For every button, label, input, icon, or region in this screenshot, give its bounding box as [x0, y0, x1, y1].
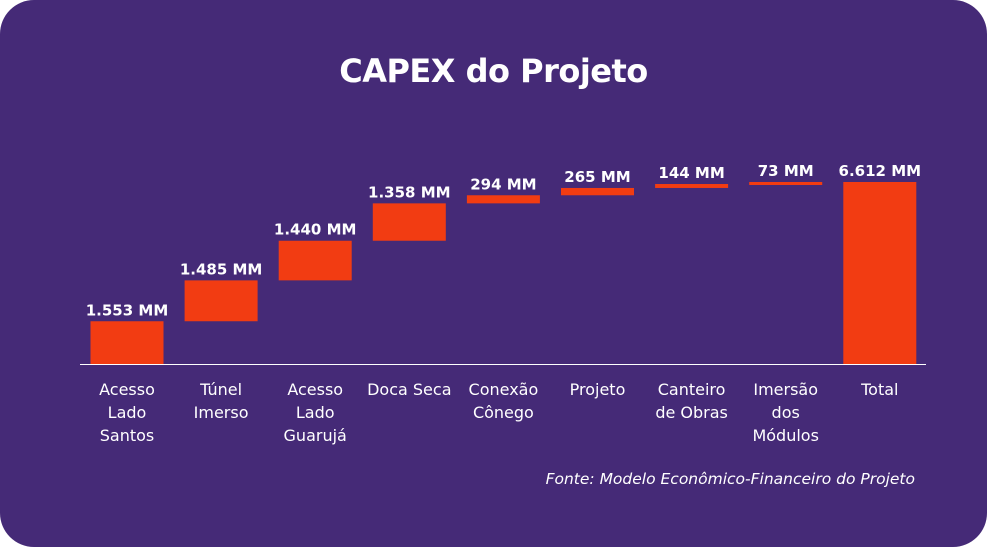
- data-label: 6.612 MM: [839, 162, 922, 180]
- category-label: Doca Seca: [367, 380, 451, 399]
- chart-title: CAPEX do Projeto: [339, 52, 648, 90]
- category-label: Acesso Lado Guarujá: [284, 380, 347, 445]
- bar: [466, 195, 540, 204]
- data-label: 1.553 MM: [86, 301, 169, 319]
- bar: [90, 321, 164, 364]
- category-label: Acesso Lado Santos: [99, 380, 155, 445]
- category-label: Canteiro de Obras: [655, 380, 728, 422]
- data-label: 1.358 MM: [368, 183, 451, 201]
- category-label: Imersão dos Módulos: [752, 380, 818, 445]
- data-label: 1.485 MM: [180, 260, 263, 278]
- category-label: Projeto: [570, 380, 626, 399]
- bar: [278, 240, 352, 281]
- category-label: Conexão Cônego: [469, 380, 539, 422]
- bar: [655, 184, 729, 188]
- bar: [561, 187, 634, 196]
- data-label: 294 MM: [470, 175, 536, 193]
- bar: [184, 280, 258, 322]
- chart-source: Fonte: Modelo Econômico-Financeiro do Pr…: [545, 470, 915, 488]
- category-label: Total: [860, 380, 898, 399]
- bar: [749, 182, 823, 185]
- category-label: Túnel Imerso: [194, 380, 249, 422]
- bar: [843, 182, 917, 364]
- data-label: 1.440 MM: [274, 221, 357, 239]
- data-label: 73 MM: [758, 162, 814, 180]
- data-label: 144 MM: [658, 164, 724, 182]
- data-label: 265 MM: [564, 168, 630, 186]
- bar: [372, 203, 446, 241]
